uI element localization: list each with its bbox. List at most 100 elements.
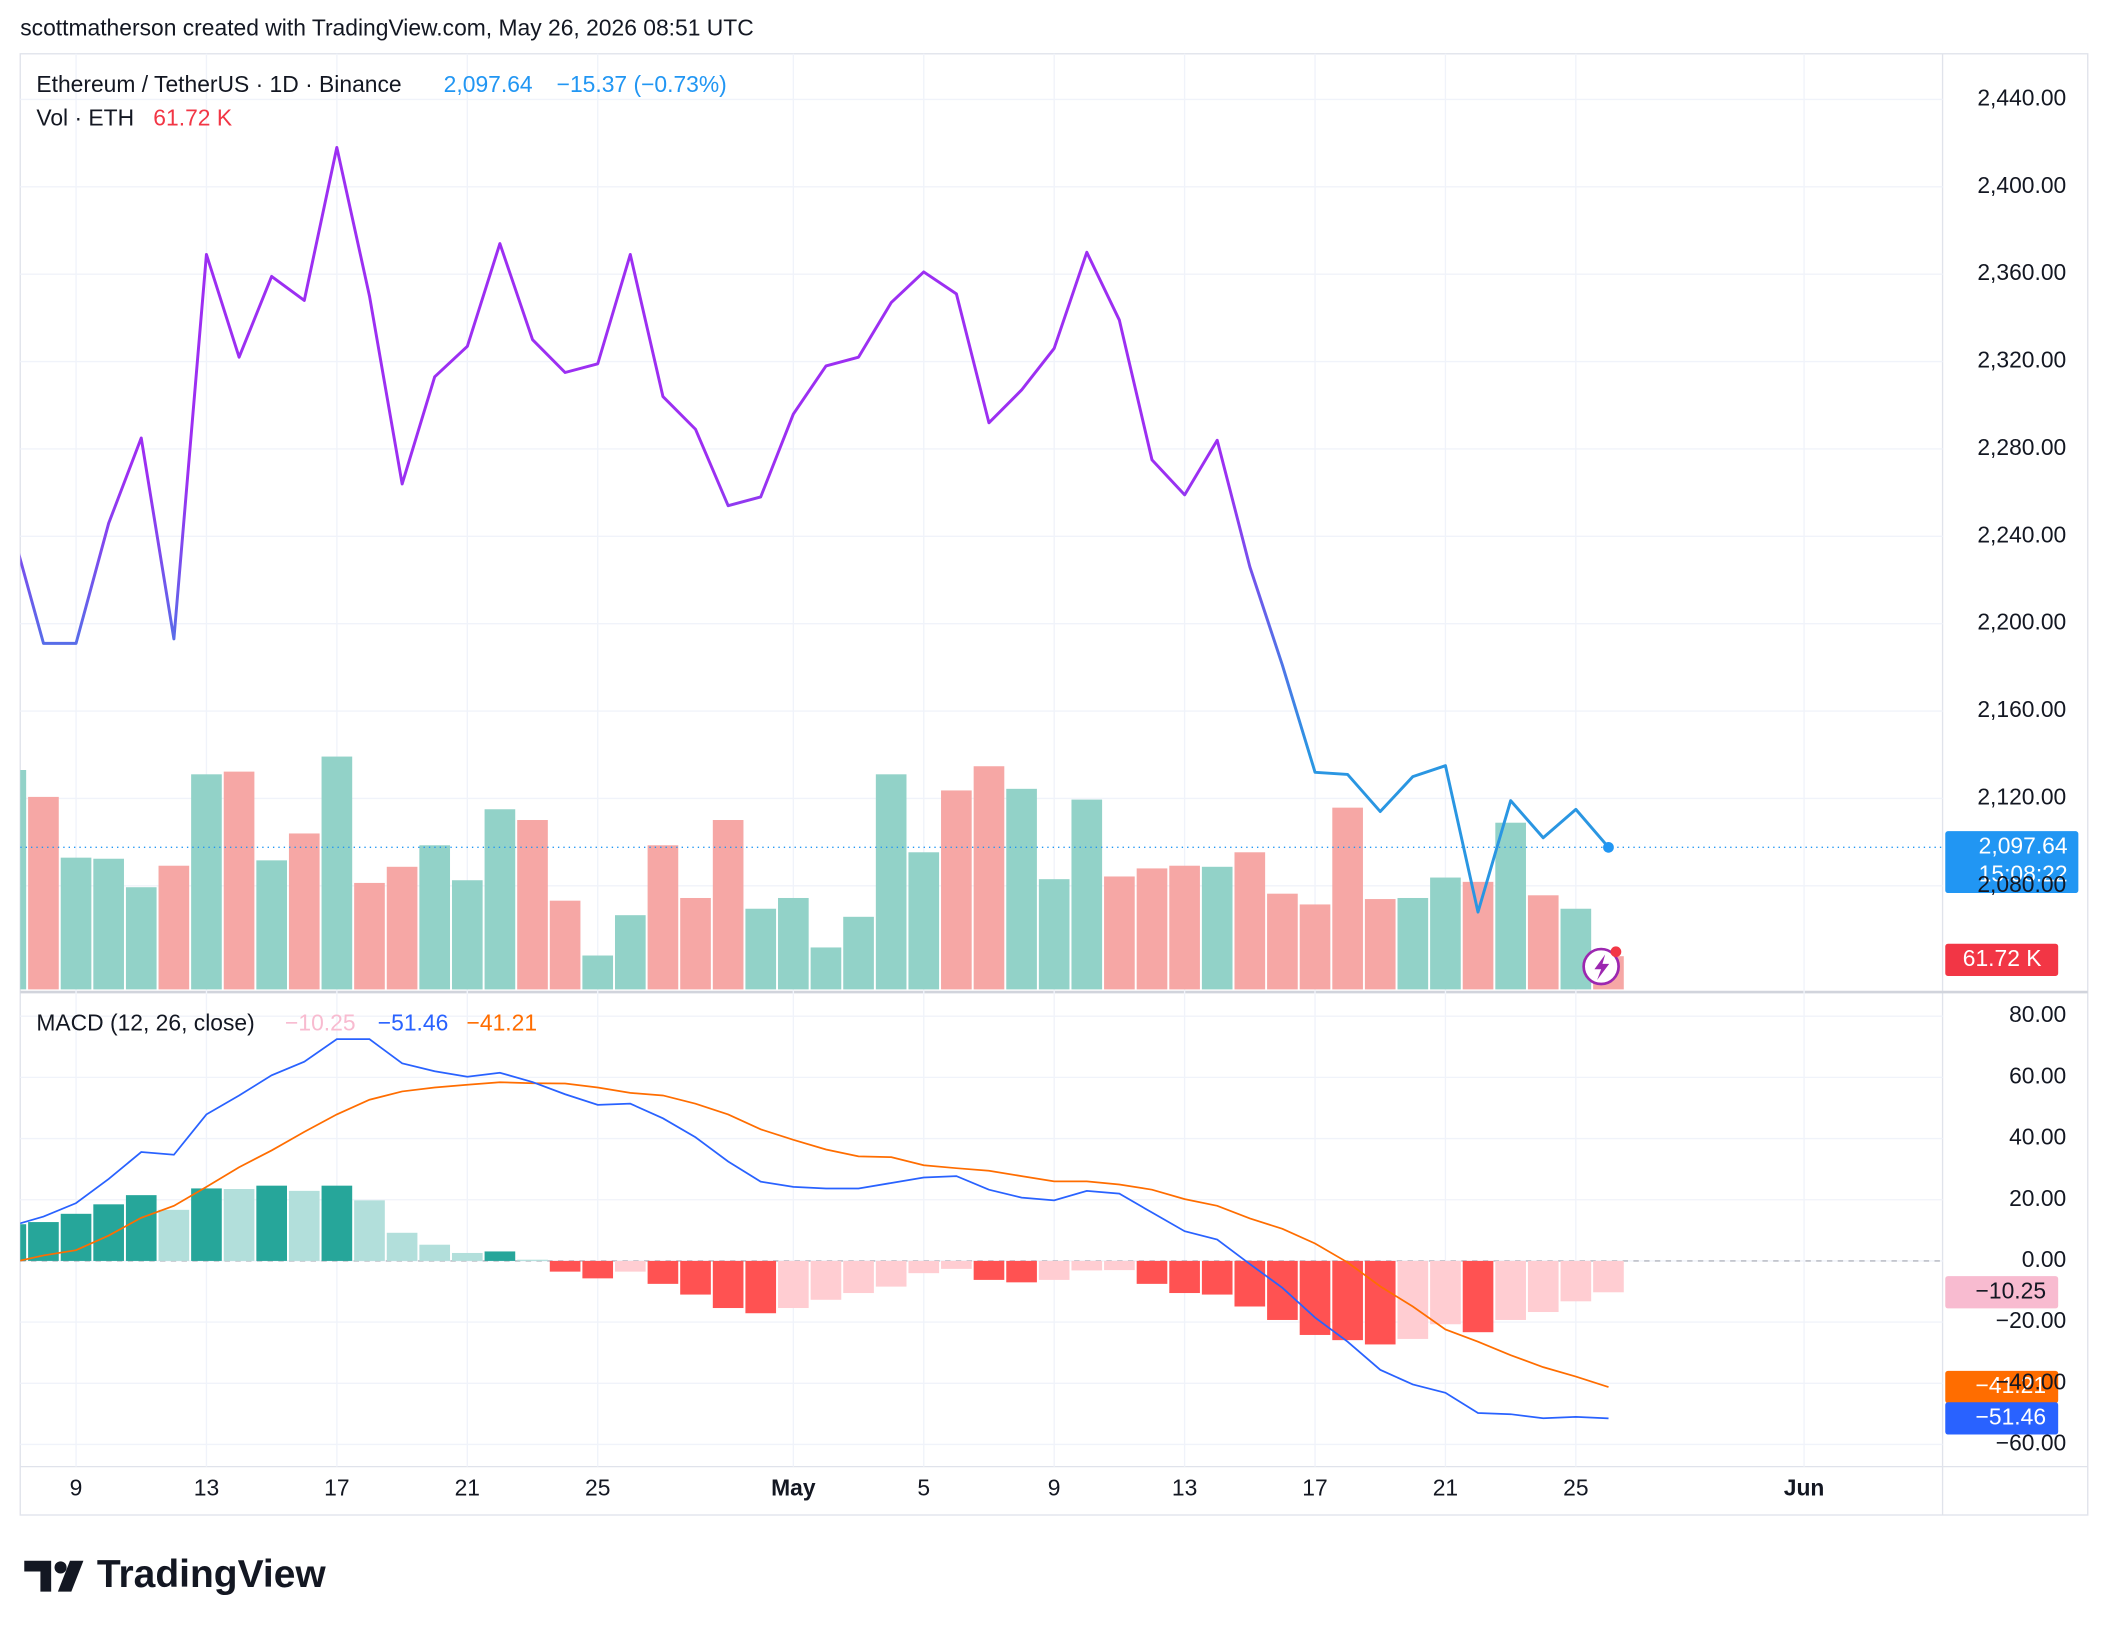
histogram-bar bbox=[93, 1204, 124, 1261]
volume-bar bbox=[810, 947, 842, 990]
histogram-bar bbox=[843, 1260, 874, 1294]
histogram-bar bbox=[1006, 1260, 1037, 1283]
volume-bar bbox=[1136, 868, 1168, 990]
symbol-title: Ethereum / TetherUS · 1D · Binance bbox=[36, 71, 401, 97]
legend: Ethereum / TetherUS · 1D · Binance 2,097… bbox=[36, 71, 726, 1035]
volume-bar bbox=[973, 766, 1005, 990]
histogram-bar bbox=[288, 1190, 320, 1261]
volume-bar bbox=[1038, 879, 1070, 990]
histogram-bar bbox=[158, 1209, 190, 1261]
histogram-bar bbox=[386, 1232, 418, 1261]
x-tick-label: 13 bbox=[1172, 1475, 1197, 1501]
y-tick-label: 2,360.00 bbox=[1977, 259, 2066, 285]
histogram-bar bbox=[875, 1260, 907, 1287]
volume-bar bbox=[582, 955, 614, 990]
macd-title: MACD (12, 26, close) bbox=[36, 1009, 254, 1035]
histogram-bar bbox=[810, 1260, 842, 1300]
histogram-bar bbox=[321, 1185, 353, 1261]
histogram-bar bbox=[745, 1260, 777, 1314]
macd-label-box bbox=[1945, 1402, 2059, 1435]
histogram-bar bbox=[778, 1260, 809, 1309]
histogram-bar bbox=[256, 1185, 287, 1261]
volume-bar bbox=[223, 771, 255, 990]
histogram-bar bbox=[1169, 1260, 1200, 1294]
volume-bar bbox=[1104, 876, 1135, 990]
signal-line bbox=[20, 1081, 1609, 1388]
volume-bar bbox=[1364, 899, 1396, 990]
histogram-bar bbox=[973, 1260, 1005, 1280]
signal-label: −41.21 bbox=[1976, 1372, 2047, 1398]
volume-bar bbox=[60, 857, 92, 990]
logo-text: TradingView bbox=[97, 1553, 327, 1596]
macd-label: −51.46 bbox=[1976, 1403, 2047, 1429]
volume-bar bbox=[93, 858, 124, 990]
volume-bar bbox=[1267, 893, 1298, 990]
volume-bar bbox=[191, 774, 222, 990]
x-tick-label: 5 bbox=[917, 1475, 930, 1501]
y-tick-label: 2,280.00 bbox=[1977, 434, 2066, 460]
volume-bar bbox=[680, 897, 711, 990]
volume-bar bbox=[712, 820, 744, 990]
y-tick-label: 0.00 bbox=[2022, 1246, 2066, 1272]
volume-bar bbox=[614, 915, 646, 990]
price-label-box bbox=[1945, 831, 2079, 894]
histogram-bar bbox=[1332, 1260, 1363, 1341]
histogram-bar bbox=[1071, 1260, 1103, 1271]
macd-pane bbox=[20, 1038, 1943, 1420]
histogram-bar bbox=[191, 1188, 222, 1261]
histogram-bar bbox=[354, 1200, 385, 1261]
y-tick-label: 2,240.00 bbox=[1977, 521, 2066, 547]
histogram-bar bbox=[1430, 1260, 1461, 1325]
volume-bar bbox=[1071, 799, 1103, 990]
price-line bbox=[20, 145, 1610, 914]
volume-bar bbox=[1006, 788, 1037, 990]
histogram-bar bbox=[549, 1260, 581, 1272]
y-tick-label: 20.00 bbox=[2009, 1185, 2066, 1211]
macd-line bbox=[20, 1038, 1609, 1420]
volume-bar bbox=[321, 756, 353, 990]
volume-bar bbox=[647, 845, 679, 990]
histogram-bar bbox=[1267, 1260, 1298, 1320]
logo-mark-3 bbox=[57, 1560, 84, 1592]
price-pane bbox=[20, 145, 1943, 990]
x-tick-label: 25 bbox=[1563, 1475, 1588, 1501]
signal-label-box bbox=[1945, 1370, 2059, 1404]
axis-labels: 9 13 17 21 25 May 5 9 13 17 21 25 Jun 2,440.00 2,400.0… bbox=[70, 84, 2067, 1500]
histogram-bar bbox=[20, 1224, 27, 1261]
volume-bar bbox=[517, 820, 548, 990]
histogram-bar bbox=[1527, 1260, 1559, 1313]
x-tick-label: 17 bbox=[1302, 1475, 1327, 1501]
volume-bar bbox=[419, 845, 451, 990]
histogram-bar bbox=[712, 1260, 744, 1309]
histogram-bar bbox=[419, 1244, 451, 1261]
histogram-bar bbox=[1201, 1260, 1233, 1295]
x-tick-label: Jun bbox=[1784, 1475, 1825, 1501]
x-tick-label: 21 bbox=[455, 1475, 480, 1501]
icon-bolt bbox=[1594, 954, 1610, 980]
y-tick-label: 2,440.00 bbox=[1977, 84, 2066, 110]
lightning-icon bbox=[1582, 946, 1622, 986]
x-tick-label: 17 bbox=[324, 1475, 349, 1501]
histogram-bar bbox=[125, 1195, 157, 1261]
volume-bar bbox=[1234, 852, 1266, 990]
y-tick-label: 2,160.00 bbox=[1977, 696, 2066, 722]
histogram-bar bbox=[1495, 1260, 1526, 1320]
volume-bar bbox=[1332, 807, 1363, 990]
volume-label: 61.72 K bbox=[1963, 945, 2042, 971]
histogram-bar bbox=[908, 1260, 940, 1274]
x-tick-label: May bbox=[771, 1475, 816, 1501]
histogram-bar bbox=[1299, 1260, 1331, 1335]
volume-bar bbox=[158, 865, 190, 990]
volume-value: 61.72 K bbox=[153, 105, 232, 131]
y-tick-label: −20.00 bbox=[1996, 1307, 2067, 1333]
macd-value: −51.46 bbox=[378, 1009, 449, 1035]
histogram-bar bbox=[1038, 1260, 1070, 1280]
volume-bar bbox=[1430, 877, 1461, 990]
histogram-bar bbox=[517, 1259, 548, 1261]
histogram-bar bbox=[647, 1260, 679, 1284]
volume-bar bbox=[125, 887, 157, 990]
y-tick-label: −40.00 bbox=[1996, 1368, 2067, 1394]
y-tick-label: 60.00 bbox=[2009, 1062, 2066, 1088]
